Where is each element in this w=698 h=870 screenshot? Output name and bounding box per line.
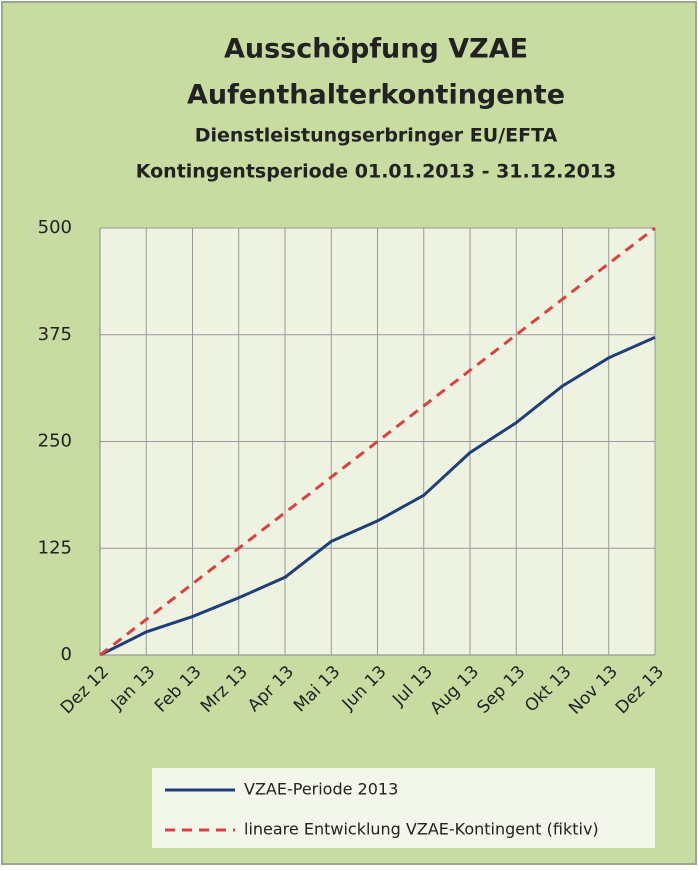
y-tick-label: 125 [38, 537, 72, 558]
chart-title: Ausschöpfung VZAE [224, 34, 528, 65]
legend-label: VZAE-Periode 2013 [244, 780, 398, 799]
y-tick-label: 375 [38, 324, 72, 345]
line-series [99, 335, 656, 657]
chart-subtitle: Aufenthalterkontingente [187, 80, 565, 111]
legend-label: lineare Entwicklung VZAE-Kontingent (fik… [244, 820, 599, 839]
legend [152, 768, 655, 848]
line-series [99, 226, 656, 657]
chart-subtitle: Dienstleistungserbringer EU/EFTA [195, 125, 558, 147]
y-tick-label: 250 [38, 431, 72, 452]
y-tick-label: 500 [38, 217, 72, 238]
chart-subtitle: Kontingentsperiode 01.01.2013 - 31.12.20… [136, 161, 617, 183]
y-tick-label: 0 [61, 644, 72, 665]
